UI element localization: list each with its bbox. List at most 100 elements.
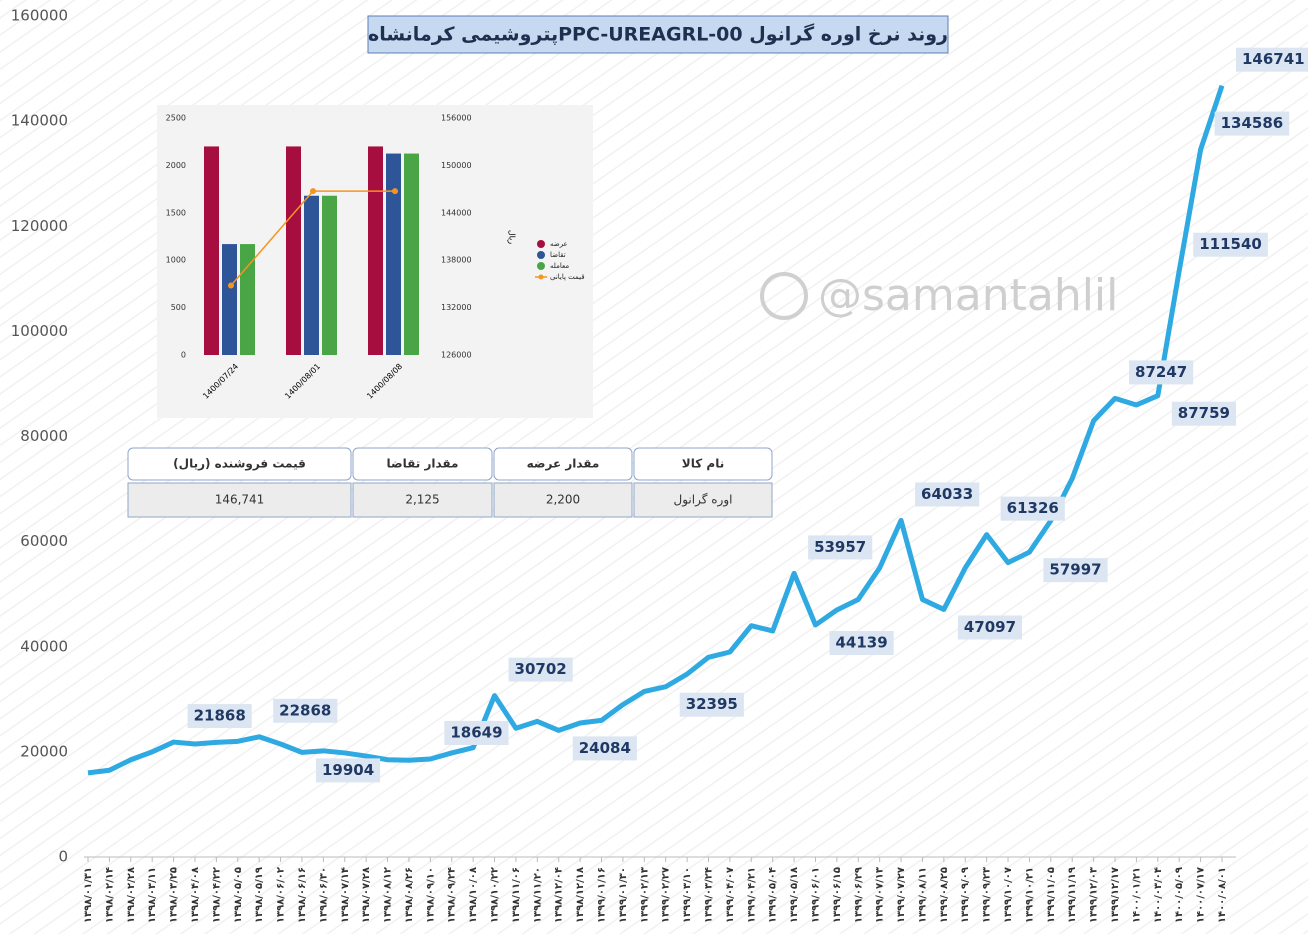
series-line bbox=[87, 84, 1225, 776]
data-label: 47097 bbox=[964, 618, 1016, 636]
bar bbox=[222, 244, 237, 355]
x-tick-label: ۱۳۹۸/۰۲/۲۸ bbox=[126, 867, 137, 923]
legend-swatch bbox=[538, 274, 544, 280]
table-cell bbox=[352, 482, 493, 518]
data-label: 24084 bbox=[579, 739, 631, 757]
y-tick-label: 140000 bbox=[11, 112, 68, 130]
x-tick-label: ۱۳۹۸/۰۳/۲۵ bbox=[169, 867, 180, 923]
legend-swatch bbox=[537, 240, 545, 248]
x-tick-label: ۱۳۹۸/۱۰/۰۸ bbox=[468, 867, 479, 923]
x-tick-label: ۱۳۹۹/۱۱/۱۹ bbox=[1067, 867, 1078, 923]
legend-swatch bbox=[537, 262, 545, 270]
x-tick-label: ۱۳۹۸/۰۵/۰۵ bbox=[233, 867, 244, 923]
title-box bbox=[367, 15, 949, 54]
x-tick-label: ۱۳۹۸/۰۶/۰۲ bbox=[276, 867, 287, 923]
y-tick-label: 20000 bbox=[20, 742, 68, 760]
data-label-box bbox=[1129, 360, 1194, 385]
y-tick-label: 100000 bbox=[11, 322, 68, 340]
x-tick-label: ۱۳۹۸/۱۲/۰۴ bbox=[554, 867, 565, 923]
x-tick-label: ۱۳۹۹/۱۲/۰۳ bbox=[1089, 867, 1100, 923]
x-tick-label: ۱۳۹۹/۰۵/۱۸ bbox=[789, 867, 800, 923]
table-cell bbox=[493, 482, 633, 518]
y2-tick-label: 150000 bbox=[441, 161, 472, 170]
price-point bbox=[228, 282, 234, 289]
y-tick-label: 80000 bbox=[20, 427, 68, 445]
legend-label: تقاضا bbox=[550, 251, 566, 259]
x-tick-label: ۱۳۹۸/۰۷/۲۸ bbox=[361, 867, 372, 923]
x-tick-label: ۱۳۹۹/۰۶/۰۱ bbox=[810, 867, 821, 923]
data-label: 146741 bbox=[1242, 50, 1305, 68]
y-tick-label: 2500 bbox=[166, 114, 186, 123]
price-point bbox=[310, 188, 316, 195]
data-label-box bbox=[1043, 558, 1108, 583]
data-label: 19904 bbox=[322, 761, 374, 779]
data-label-box bbox=[315, 758, 381, 783]
x-tick-label: ۱۳۹۹/۰۴/۰۷ bbox=[725, 867, 736, 923]
x-tick-label: ۱۳۹۸/۰۸/۲۶ bbox=[404, 867, 415, 923]
x-tick-label: ۱۳۹۸/۱۲/۱۸ bbox=[575, 867, 586, 923]
data-label-box bbox=[1214, 111, 1290, 136]
y2-tick-label: 144000 bbox=[441, 208, 472, 217]
x-tick-label: ۱۳۹۸/۰۴/۰۸ bbox=[190, 867, 201, 923]
data-label: 32395 bbox=[686, 695, 738, 713]
y2-tick-label: 138000 bbox=[441, 256, 472, 265]
data-label-box bbox=[444, 720, 509, 745]
y2-axis-label: ریال bbox=[508, 230, 517, 244]
table-cell bbox=[127, 482, 352, 518]
x-tick-label: ۱۳۹۹/۰۸/۲۵ bbox=[939, 867, 950, 923]
table-header-cell bbox=[127, 447, 352, 481]
x-tick-label: ۱۳۹۸/۰۵/۱۹ bbox=[254, 867, 265, 923]
table-header-cell bbox=[633, 447, 773, 481]
x-tick-label: ۱۴۰۰/۰۷/۱۷ bbox=[1196, 867, 1207, 923]
x-tick-label: ۱۳۹۸/۰۶/۱۶ bbox=[297, 867, 308, 923]
data-label-box bbox=[679, 692, 744, 717]
x-tick-label: ۱۳۹۹/۰۵/۰۴ bbox=[768, 867, 779, 923]
x-tick-label: ۱۳۹۸/۰۷/۱۴ bbox=[340, 867, 351, 923]
data-label: 87247 bbox=[1135, 363, 1187, 381]
y-tick-label: 1500 bbox=[166, 208, 186, 217]
x-tick-label: ۱۳۹۹/۰۴/۲۱ bbox=[746, 867, 757, 923]
data-label-box bbox=[808, 535, 873, 560]
y-tick-label: 0 bbox=[58, 848, 68, 866]
table-header-text: قیمت فروشنده (ریال) bbox=[173, 457, 306, 472]
y2-tick-label: 156000 bbox=[441, 114, 472, 123]
data-label: 18649 bbox=[450, 723, 502, 741]
y-tick-label: 500 bbox=[171, 303, 186, 312]
data-label-box bbox=[1193, 232, 1268, 257]
x-tick-label: ۱۳۹۹/۱۱/۰۵ bbox=[1046, 867, 1057, 923]
x-tick-label: ۱۳۹۸/۰۴/۲۲ bbox=[211, 867, 222, 923]
x-tick-label: ۱۴۰۰/۰۱/۲۱ bbox=[1131, 867, 1142, 923]
x-tick-label: ۱۴۰۰/۰۵/۰۹ bbox=[1174, 867, 1185, 923]
x-tick-label: ۱۳۹۸/۱۰/۲۲ bbox=[490, 867, 501, 923]
table-cell bbox=[633, 482, 773, 518]
data-label: 64033 bbox=[921, 485, 973, 503]
x-tick-label: ۱۳۹۸/۱۱/۲۰ bbox=[532, 867, 543, 923]
y-tick-label: 1000 bbox=[166, 256, 186, 265]
table-cell-text: 146,741 bbox=[215, 493, 265, 507]
y-tick-label: 160000 bbox=[11, 7, 68, 25]
data-label: 111540 bbox=[1199, 235, 1262, 253]
y-tick-label: 60000 bbox=[20, 532, 68, 550]
x-tick-label: ۱۴۰۰/۰۳/۰۴ bbox=[1153, 867, 1164, 923]
x-tick-label: ۱۳۹۹/۱۰/۰۷ bbox=[1003, 867, 1014, 923]
data-label-box bbox=[273, 698, 338, 723]
x-tick-label: ۱۳۹۸/۰۱/۳۱ bbox=[83, 867, 94, 923]
x-tick-label: ۱۳۹۹/۱۲/۱۷ bbox=[1110, 867, 1121, 923]
x-tick-label: ۱۳۹۹/۰۱/۱۶ bbox=[597, 867, 608, 923]
y-tick-label: 120000 bbox=[11, 217, 68, 235]
data-label: 57997 bbox=[1049, 561, 1101, 579]
x-tick-label: ۱۳۹۹/۰۲/۲۷ bbox=[661, 867, 672, 923]
x-tick-label: ۱۳۹۹/۰۶/۱۵ bbox=[832, 867, 843, 923]
data-label: 134586 bbox=[1221, 114, 1284, 132]
x-tick-label: ۱۳۹۹/۰۲/۱۳ bbox=[639, 867, 650, 923]
x-tick-label: ۱۳۹۸/۰۲/۱۴ bbox=[104, 867, 115, 923]
x-tick-label: ۱۳۹۹/۰۷/۲۷ bbox=[896, 867, 907, 923]
data-label: 30702 bbox=[515, 660, 567, 678]
watermark: @samantahlil bbox=[760, 270, 1118, 321]
x-tick-label: ۱۳۹۸/۰۶/۳۰ bbox=[318, 867, 329, 923]
table-header-cell bbox=[493, 447, 633, 481]
data-label-box bbox=[508, 657, 573, 682]
table-cell-text: اوره گرانول bbox=[674, 493, 733, 508]
x-tick-label: ۱۳۹۹/۰۳/۱۰ bbox=[682, 867, 693, 923]
